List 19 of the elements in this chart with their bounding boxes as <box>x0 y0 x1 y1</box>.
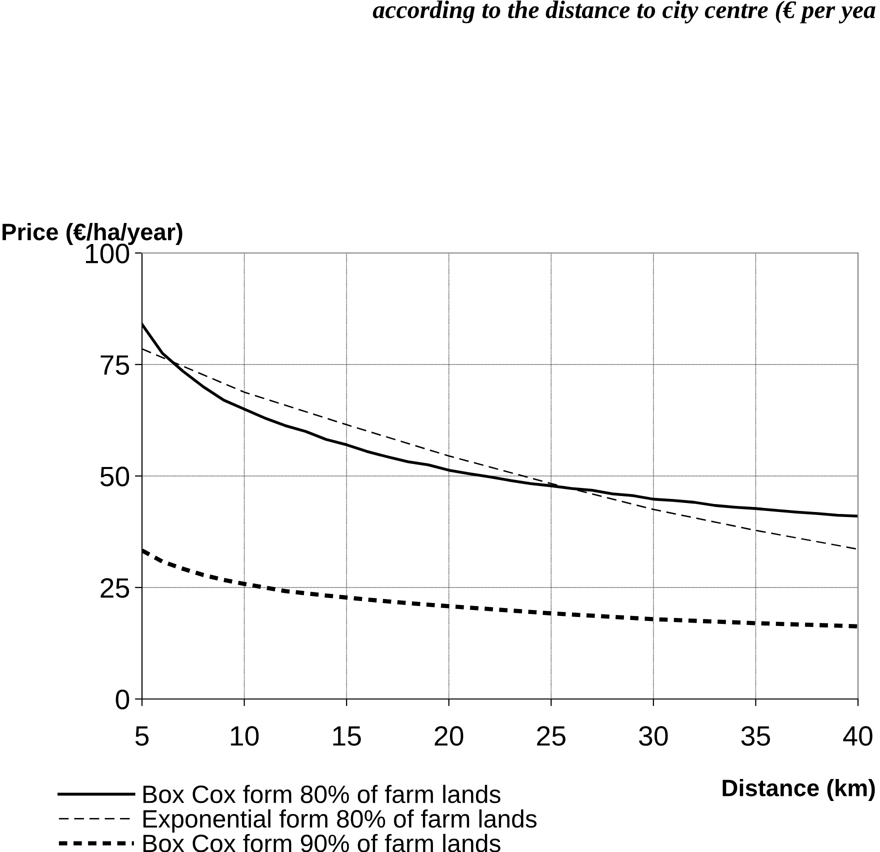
x-tick-label: 40 <box>843 726 872 746</box>
x-tick-label: 35 <box>741 726 770 746</box>
legend-label: Box Cox form 80% of farm lands <box>143 784 500 804</box>
y-tick-label: 25 <box>100 578 130 598</box>
x-tick-label: 30 <box>639 726 668 746</box>
y-tick-label: 50 <box>100 466 130 486</box>
x-tick-label: 25 <box>537 726 566 746</box>
legend-label: Box Cox form 90% of farm lands <box>143 834 500 852</box>
legend-label: Exponential form 80% of farm lands <box>143 809 537 833</box>
y-tick-label: 75 <box>100 355 130 375</box>
y-axis-title: Price (€/ha/year) <box>2 222 182 245</box>
x-axis-title: Distance (km) <box>722 778 875 802</box>
x-tick-label: 10 <box>230 726 259 746</box>
x-tick-label: 20 <box>434 726 464 746</box>
y-tick-label: 0 <box>116 690 130 710</box>
x-tick-label: 15 <box>333 726 361 746</box>
chart-title: according to the distance to city centre (€ per yea <box>372 0 876 24</box>
x-tick-label: 5 <box>135 726 149 746</box>
y-tick-label: 100 <box>86 244 130 264</box>
